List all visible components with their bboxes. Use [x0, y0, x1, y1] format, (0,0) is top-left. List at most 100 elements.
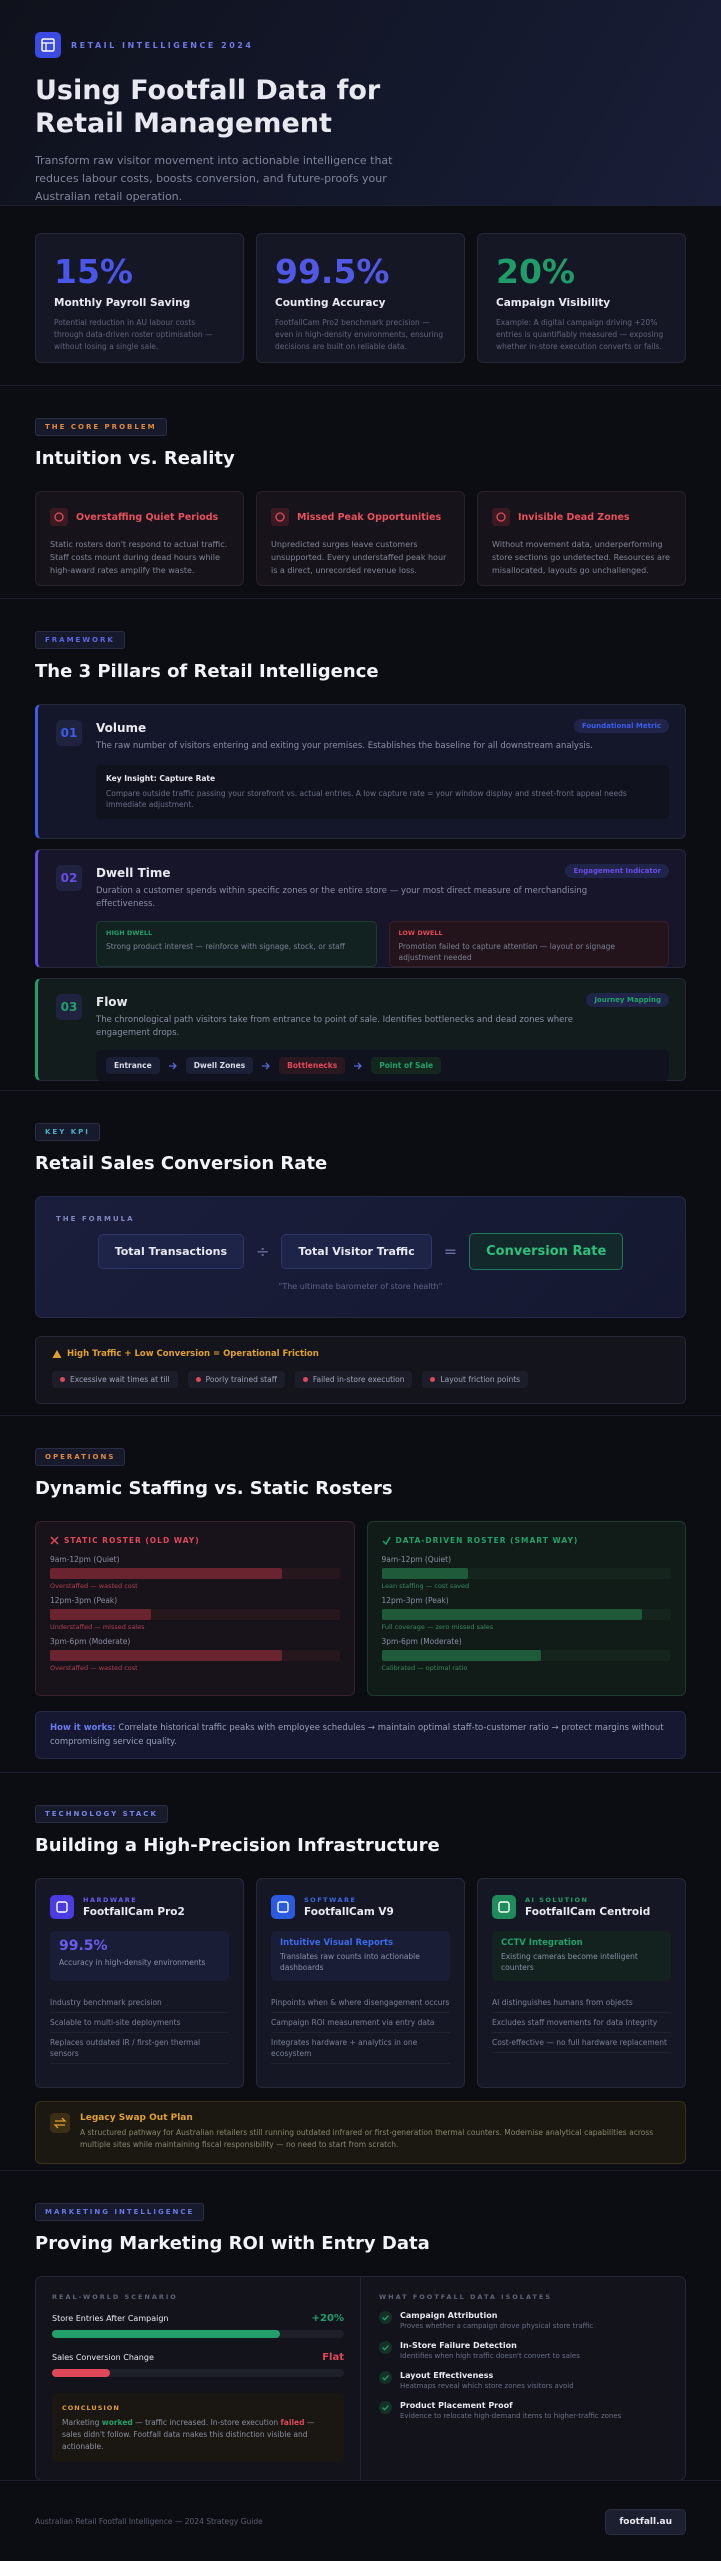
pillar-name: Volume [96, 721, 147, 735]
tech-name: FootfallCam Pro2 [83, 1906, 185, 1918]
staffing-section: OPERATIONS Dynamic Staffing vs. Static Ro… [0, 1416, 721, 1773]
scenario-label: REAL-WORLD SCENARIO [52, 2293, 178, 2301]
alert-item: Layout friction points [422, 1371, 529, 1388]
scenario-row-label: Store Entries After Campaign [52, 2314, 169, 2323]
pillar-desc: The raw number of visitors entering and … [96, 741, 593, 751]
problem-head: Invisible Dead Zones [492, 508, 671, 526]
section-title: Retail Sales Conversion Rate [35, 1153, 328, 1174]
alert-dot [302, 1377, 308, 1382]
problem-row: Overstaffing Quiet Periods Static rosters… [35, 491, 686, 586]
isolate-text: Heatmaps reveal which store zones visito… [400, 2382, 574, 2390]
legacy-icon [50, 2113, 70, 2152]
conclusion-part: Marketing [62, 2418, 102, 2427]
alert-dot [60, 1377, 65, 1382]
isolate-body: Campaign Attribution Proves whether a cam… [400, 2311, 593, 2330]
roster-row: STATIC ROSTER (OLD WAY) 9am-12pm (Quiet) O… [35, 1521, 686, 1696]
section-title: The 3 Pillars of Retail Intelligence [35, 661, 379, 682]
how-text: Correlate historical traffic peaks with … [50, 1723, 664, 1747]
flow-arrow-svg [354, 1062, 363, 1069]
formula-label: THE FORMULA [56, 1215, 135, 1223]
section-tag: THE CORE PROBLEM [35, 418, 167, 436]
how-box: How it works: Correlate historical traff… [35, 1711, 686, 1759]
formula-term: Total Transactions [97, 1234, 245, 1269]
tech-row: HARDWARE FootfallCam Pro2 99.5% Accuracy in… [35, 1878, 686, 2088]
check-icon-svg [379, 2311, 392, 2324]
alert-dot-svg [302, 1377, 308, 1382]
roster-card: DATA-DRIVEN ROSTER (SMART WAY) 9am-12pm (… [366, 1521, 686, 1696]
tech-highlight: CCTV Integration Existing cameras become … [492, 1931, 671, 1981]
stat-desc: Example: A digital campaign driving +20%… [496, 318, 664, 351]
slot-track [381, 1609, 671, 1620]
isolate-text: Proves whether a campaign drove physical… [400, 2322, 594, 2330]
tech-kind: AI SOLUTION [525, 1896, 589, 1904]
conclusion-part: — traffic increased. In-store execution [132, 2418, 281, 2427]
formula-term: Total Visitor Traffic [281, 1234, 432, 1269]
stat-label: Monthly Payroll Saving [54, 297, 191, 309]
isolate-text: Evidence to relocate high-demand items t… [400, 2412, 622, 2420]
tech-highlight: 99.5% Accuracy in high-density environmen… [50, 1931, 229, 1981]
check-icon [379, 2341, 392, 2360]
tech-names: HARDWARE FootfallCam Pro2 [83, 1896, 185, 1918]
flow-arrow [168, 1061, 178, 1071]
dwell-text: Promotion failed to capture attention — … [398, 942, 616, 962]
slot-note: Overstaffed — wasted cost [50, 1582, 138, 1590]
check-icon [379, 2371, 392, 2390]
slot-track [50, 1609, 340, 1620]
alert-box: High Traffic + Low Conversion = Operatio… [35, 1336, 686, 1404]
slot-track [50, 1568, 340, 1579]
roster-head: DATA-DRIVEN ROSTER (SMART WAY) [381, 1536, 672, 1545]
scenario-track [52, 2330, 344, 2338]
tech-point: Campaign ROI measurement via entry data [271, 2013, 450, 2033]
isolate-item: In-Store Failure Detection Identifies whe… [379, 2341, 667, 2360]
slot-track [50, 1650, 340, 1661]
roi-box: REAL-WORLD SCENARIO Store Entries After C… [35, 2276, 686, 2480]
alert-item: Poorly trained staff [187, 1371, 285, 1388]
roster-icon [50, 1536, 59, 1545]
slot-time: 9am-12pm (Quiet) [50, 1555, 120, 1564]
flow-arrow [261, 1061, 271, 1071]
alert-item: Excessive wait times at till [52, 1371, 178, 1388]
scenario-track [52, 2369, 344, 2377]
dwell-label: HIGH DWELL [106, 929, 153, 937]
scenario-row-label: Sales Conversion Change [52, 2353, 154, 2362]
scenario-change: Flat [322, 2352, 344, 2363]
formula-box: THE FORMULA Total Transactions ÷ Total Visi… [35, 1196, 686, 1318]
isolate-text: Identifies when high traffic doesn't con… [400, 2352, 580, 2360]
isolate-body: Layout Effectiveness Heatmaps reveal whic… [400, 2371, 574, 2390]
stat-card: 20% Campaign Visibility Example: A digital… [477, 233, 686, 363]
legacy-text: A structured pathway for Australian reta… [80, 2128, 654, 2149]
check-icon [379, 2401, 392, 2420]
scenario-bar [52, 2330, 280, 2338]
tech-point: AI distinguishes humans from objects [492, 1993, 671, 2013]
insight-text: Compare outside traffic passing your sto… [106, 789, 627, 809]
tech-kind: HARDWARE [83, 1896, 138, 1904]
alert-item-text: Failed in-store execution [312, 1375, 405, 1384]
problem-title: Overstaffing Quiet Periods [76, 511, 219, 523]
stat-label: Campaign Visibility [496, 297, 611, 309]
tech-icon-svg [492, 1895, 516, 1919]
isolates: WHAT FOOTFALL DATA ISOLATES Campaign Attr… [361, 2277, 685, 2480]
alert-item-text: Excessive wait times at till [70, 1375, 170, 1384]
stat-card: 15% Monthly Payroll Saving Potential reduc… [35, 233, 244, 363]
isolate-title: Campaign Attribution [400, 2311, 498, 2320]
footer: Australian Retail Footfall Intelligence … [0, 2481, 721, 2561]
alert-dot-svg [430, 1377, 436, 1382]
isolate-title: Product Placement Proof [400, 2401, 513, 2410]
isolate-title: Layout Effectiveness [400, 2371, 494, 2380]
slot-bar [381, 1609, 643, 1620]
problem-head: Missed Peak Opportunities [271, 508, 450, 526]
stats: 15% Monthly Payroll Saving Potential reduc… [0, 206, 721, 386]
alert-dot-svg [60, 1377, 65, 1382]
section-title: Proving Marketing ROI with Entry Data [35, 2233, 430, 2254]
highlight-title: 99.5% [59, 1938, 108, 1954]
section-tag: FRAMEWORK [35, 631, 125, 649]
stat-label: Counting Accuracy [275, 297, 386, 309]
problem-desc: Without movement data, underperforming s… [492, 540, 670, 575]
problem-icon-svg [492, 508, 510, 526]
problem-icon [271, 508, 289, 526]
pillar-card: 01 Foundational Metric Volume The raw numbe… [35, 704, 686, 839]
header: RETAIL INTELLIGENCE 2024 Using Footfall … [0, 0, 721, 206]
slot-time: 3pm-6pm (Moderate) [381, 1637, 462, 1646]
tech-point: Integrates hardware + analytics in one e… [271, 2033, 450, 2064]
tech-name: FootfallCam V9 [304, 1906, 394, 1918]
